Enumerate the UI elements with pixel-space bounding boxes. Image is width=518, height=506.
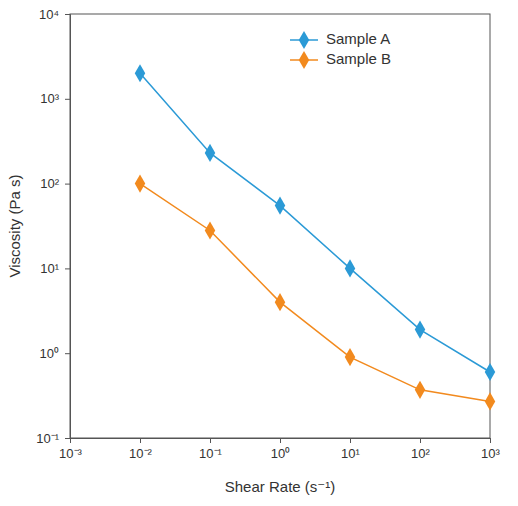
plot-frame	[70, 14, 490, 438]
data-point	[345, 259, 355, 277]
y-tick: 10¹	[40, 261, 70, 276]
x-tick: 10⁻¹	[199, 438, 222, 461]
data-point	[275, 197, 285, 215]
y-axis-line	[65, 15, 71, 439]
y-tick-label: 10²	[40, 176, 59, 191]
data-point	[415, 381, 425, 399]
x-axis-line	[71, 439, 491, 444]
x-tick-label: 10⁻³	[59, 446, 82, 461]
y-tick-label: 10³	[40, 91, 59, 106]
y-axis-title: Viscosity (Pa s)	[6, 174, 23, 277]
y-tick: 10⁰	[40, 346, 70, 361]
x-tick-mark	[140, 438, 141, 443]
legend-marker	[299, 51, 309, 69]
legend: Sample A Sample B	[290, 30, 391, 69]
y-tick: 10⁴	[39, 7, 70, 22]
legend-item: Sample A	[290, 30, 390, 49]
y-axis: 10⁻¹ 10⁰ 10¹ 10² 10³ 10⁴	[36, 7, 70, 446]
x-tick: 10⁰	[271, 438, 290, 461]
x-axis-title: Shear Rate (s⁻¹)	[225, 478, 335, 495]
x-tick-label: 10⁰	[271, 446, 290, 461]
y-tick-label: 10¹	[40, 261, 59, 276]
plot: 10⁻³ 10⁻² 10⁻¹ 10⁰ 10¹ 10² 10³ 10⁻¹ 10⁰ 10¹ 10² 10³…	[36, 7, 500, 462]
y-tick-mark	[65, 438, 70, 439]
y-tick-label: 10⁰	[40, 346, 59, 361]
y-tick-label: 10⁴	[39, 7, 59, 22]
data-marks	[135, 64, 495, 410]
y-tick: 10²	[40, 176, 70, 191]
x-tick: 10⁻³	[59, 438, 82, 461]
x-tick-label: 10⁻²	[129, 446, 152, 461]
y-tick: 10⁻¹	[36, 431, 70, 446]
data-point	[485, 363, 495, 381]
legend-label: Sample A	[326, 30, 390, 47]
y-tick-mark	[65, 14, 70, 15]
y-tick-mark	[65, 184, 70, 185]
x-tick-label: 10²	[411, 446, 430, 461]
series-line	[140, 73, 490, 372]
x-tick-mark	[210, 438, 211, 443]
data-point	[135, 175, 145, 193]
x-tick-label: 10⁻¹	[199, 446, 222, 461]
y-tick-mark	[65, 268, 70, 269]
data-point	[275, 293, 285, 311]
x-tick: 10²	[411, 438, 430, 461]
data-point	[205, 144, 215, 162]
data-point	[135, 64, 145, 82]
chart: 10⁻³ 10⁻² 10⁻¹ 10⁰ 10¹ 10² 10³ 10⁻¹ 10⁰ 10¹ 10² 10³…	[0, 0, 518, 506]
data-point	[345, 348, 355, 366]
legend-marker	[299, 31, 309, 49]
y-tick: 10³	[40, 91, 70, 106]
data-point	[415, 320, 425, 338]
y-tick-mark	[65, 353, 70, 354]
x-tick: 10¹	[341, 438, 360, 461]
x-tick-label: 10¹	[341, 446, 360, 461]
x-tick-mark	[420, 438, 421, 443]
x-axis: 10⁻³ 10⁻² 10⁻¹ 10⁰ 10¹ 10² 10³	[59, 438, 500, 461]
data-point	[485, 392, 495, 410]
x-tick-mark	[350, 438, 351, 443]
x-tick: 10⁻²	[129, 438, 152, 461]
x-tick-label: 10³	[481, 446, 500, 461]
y-tick-label: 10⁻¹	[36, 431, 59, 446]
legend-label: Sample B	[326, 50, 391, 67]
series-line	[140, 184, 490, 402]
x-tick-mark	[280, 438, 281, 443]
data-point	[205, 221, 215, 239]
legend-item: Sample B	[290, 50, 391, 69]
x-tick: 10³	[481, 438, 500, 461]
y-tick-mark	[65, 99, 70, 100]
x-tick-mark	[490, 438, 491, 443]
